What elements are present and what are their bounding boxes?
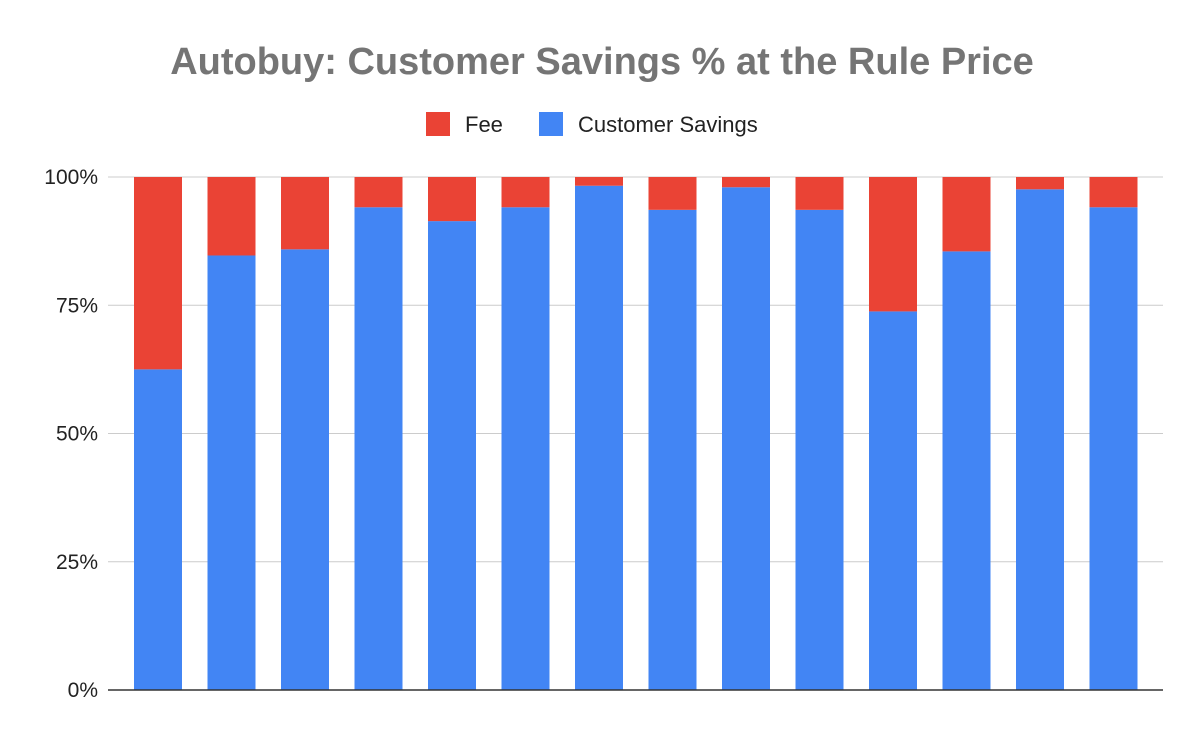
bar-customer-savings [1016, 189, 1064, 690]
bar-customer-savings [942, 251, 991, 690]
bar-customer-savings [501, 207, 550, 690]
chart-legend: Fee Customer Savings [426, 112, 758, 137]
bar-customer-savings [354, 207, 403, 690]
y-tick-label: 50% [56, 423, 98, 446]
legend-item-fee: Fee [426, 112, 503, 137]
bar-customer-savings [722, 187, 770, 690]
y-tick-label: 100% [44, 166, 98, 189]
bar-customer-savings [134, 369, 182, 690]
bar-customer-savings [207, 255, 256, 690]
bar-fee [575, 177, 623, 186]
bar-customer-savings [428, 221, 476, 691]
legend-swatch-customer-savings [539, 112, 563, 136]
bar-customer-savings [281, 249, 329, 690]
bar-fee [795, 177, 844, 210]
bar-customer-savings [795, 209, 844, 690]
bar-fee [354, 177, 403, 208]
bar-fee [648, 177, 697, 210]
bar-fee [869, 177, 917, 312]
bar-customer-savings [648, 209, 697, 690]
bar-fee [1016, 177, 1064, 190]
bar-fee [722, 177, 770, 188]
bar-fee [428, 177, 476, 222]
legend-item-customer-savings: Customer Savings [539, 112, 758, 137]
bar-fee [207, 177, 256, 256]
legend-swatch-fee [426, 112, 450, 136]
bar-series [134, 177, 1138, 691]
bar-fee [134, 177, 182, 370]
chart-title: Autobuy: Customer Savings % at the Rule … [170, 41, 1034, 83]
bar-customer-savings [575, 185, 623, 690]
y-gridlines [108, 176, 1163, 563]
y-tick-label: 25% [56, 551, 98, 574]
y-tick-label: 0% [68, 679, 98, 702]
y-axis-tick-labels: 0% 25% 50% 75% 100% [44, 166, 98, 702]
y-tick-label: 75% [56, 294, 98, 317]
bar-fee [1089, 177, 1138, 208]
legend-label-fee: Fee [465, 112, 503, 137]
legend-label-customer-savings: Customer Savings [578, 112, 758, 137]
bar-fee [942, 177, 991, 252]
bar-fee [501, 177, 550, 208]
bar-fee [281, 177, 329, 250]
bar-customer-savings [1089, 207, 1138, 690]
bar-customer-savings [869, 311, 917, 690]
